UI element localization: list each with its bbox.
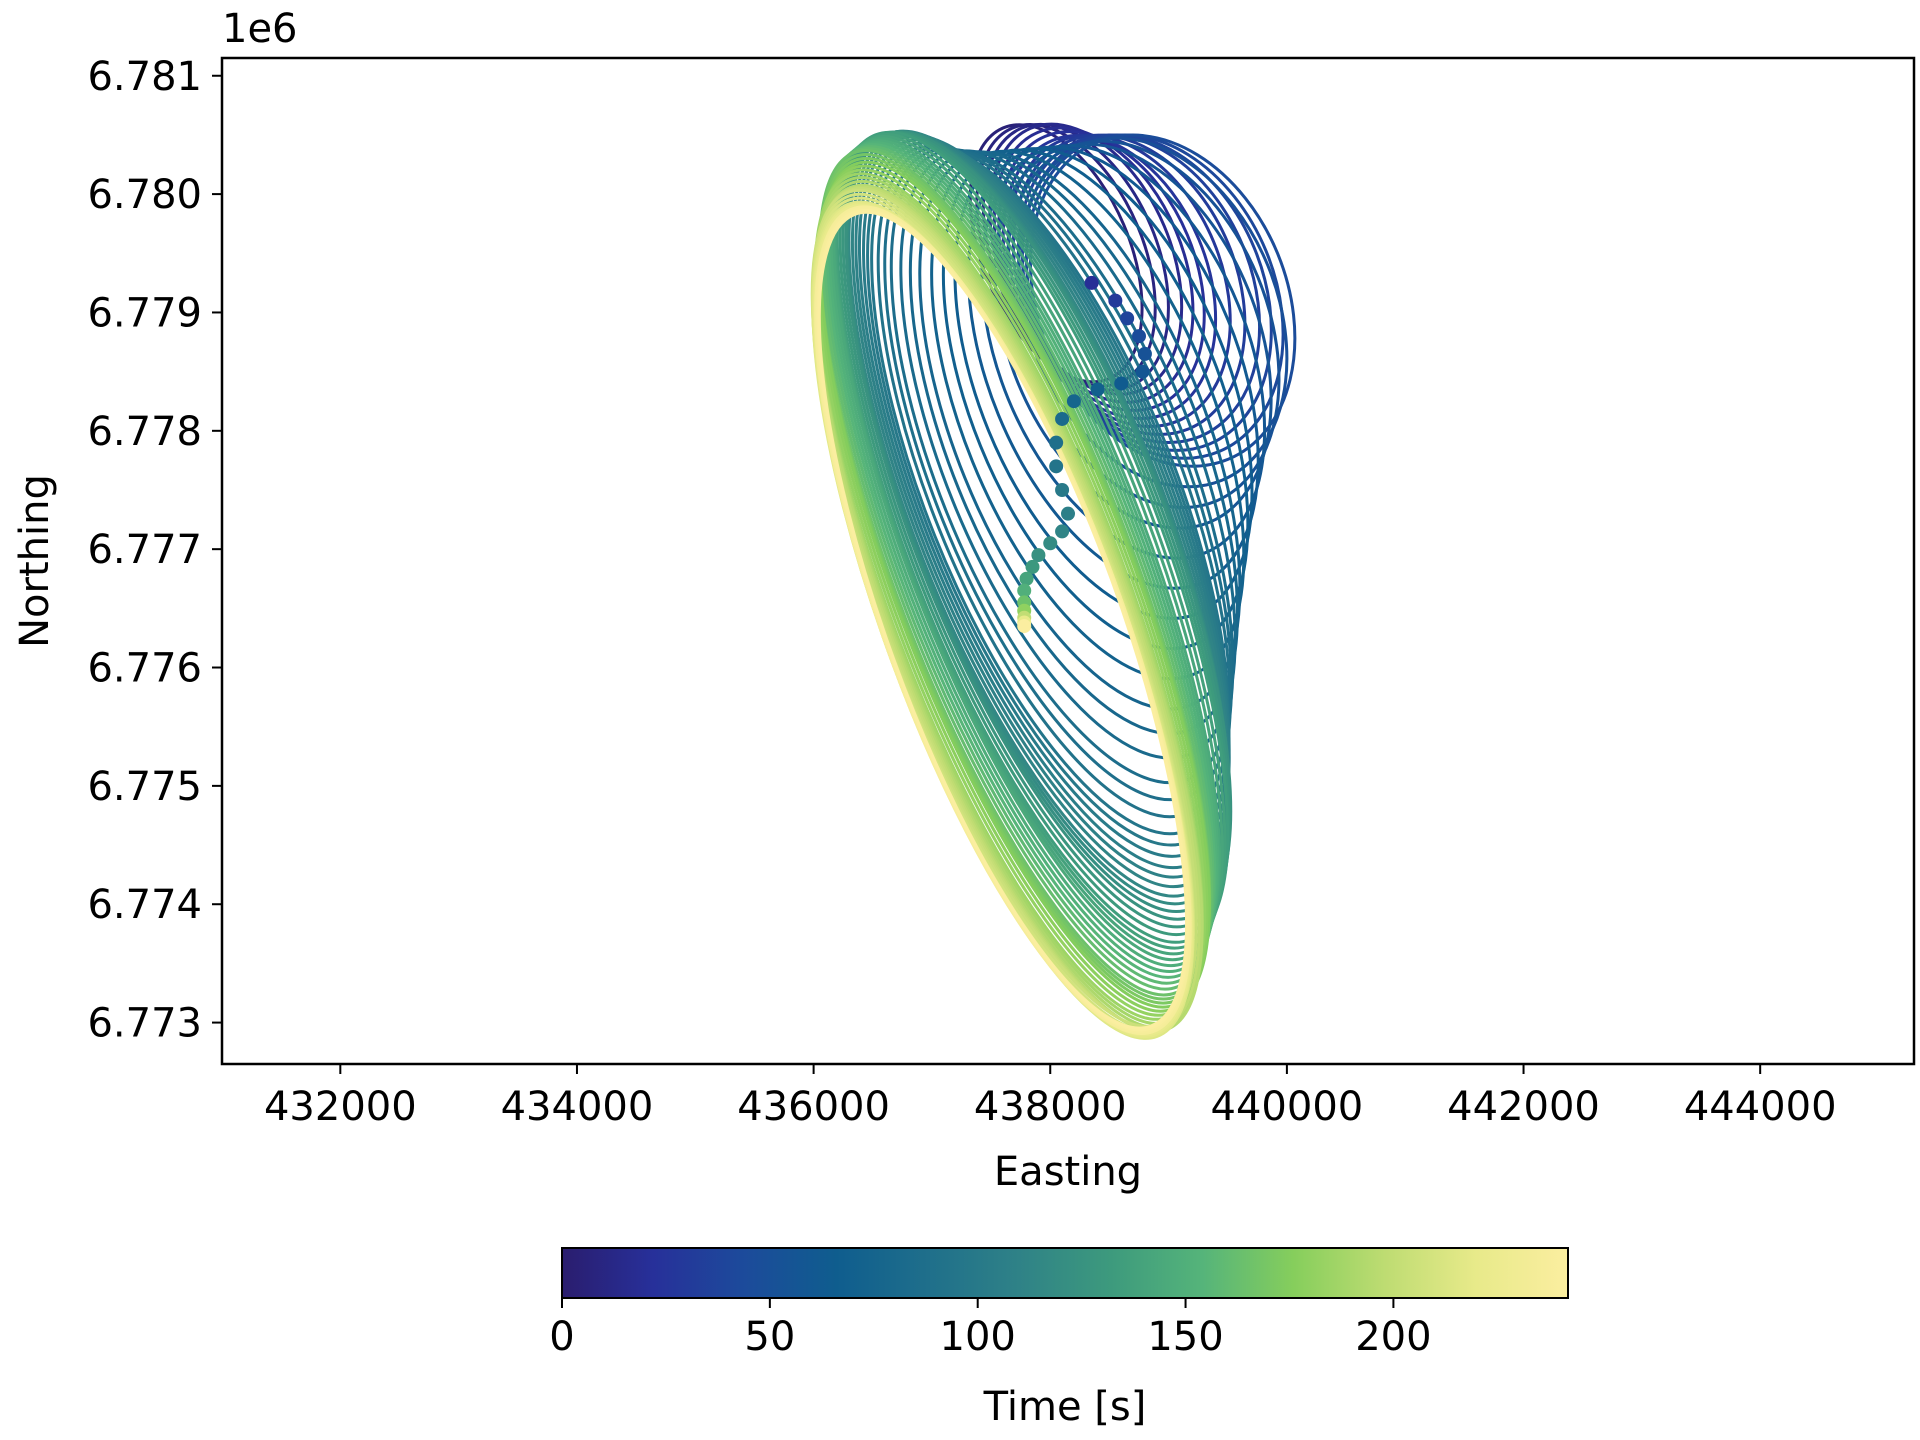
track-point (1061, 506, 1075, 521)
orbit-loop (980, 144, 1267, 560)
y-tick-label: 6.780 (87, 172, 202, 218)
x-tick-label: 432000 (264, 1084, 417, 1130)
x-tick-label: 436000 (737, 1084, 890, 1130)
x-tick-label: 440000 (1211, 1084, 1364, 1130)
track-point (1135, 364, 1150, 379)
colorbar: 0 50 100 150 200 Time [s] (549, 1247, 1569, 1430)
y-tick-label: 6.773 (87, 1001, 202, 1047)
orbit-loop (993, 142, 1273, 530)
colorbar-bar (561, 1247, 1569, 1299)
y-tick-label: 6.777 (87, 527, 202, 573)
track-point (1043, 536, 1058, 551)
track-point (1049, 435, 1064, 450)
series-layer (810, 122, 1297, 1040)
track-point (1114, 376, 1129, 391)
y-tick-label: 6.774 (87, 882, 202, 928)
track-point (1055, 411, 1070, 426)
plot-area (220, 56, 1916, 1066)
y-tick-label: 6.775 (87, 764, 202, 810)
track-point (1090, 382, 1105, 397)
x-axis-label: Easting (994, 1149, 1142, 1195)
track-point (1017, 619, 1032, 634)
track-point (1055, 524, 1070, 539)
track-point (1108, 293, 1123, 308)
y-axis: 6.773 6.774 6.775 6.776 6.777 6.778 6.779 6.780… (87, 54, 222, 1047)
y-tick-label: 6.776 (87, 646, 202, 692)
axes-frame (220, 56, 1916, 1066)
y-tick-label: 6.781 (87, 54, 202, 100)
colorbar-tick-label: 100 (940, 1314, 1016, 1360)
track-point (1025, 559, 1040, 574)
track-point (1055, 482, 1070, 497)
x-axis: 432000 434000 436000 438000 440000 442000 4440… (264, 1064, 1837, 1130)
track-point (1120, 311, 1135, 326)
x-tick-label: 438000 (974, 1084, 1127, 1130)
track-point (1066, 394, 1081, 409)
colorbar-tick-label: 0 (549, 1314, 574, 1360)
track-point (1017, 583, 1032, 598)
track-point (1137, 346, 1152, 361)
track-point (1031, 548, 1046, 563)
colorbar-tick-label: 200 (1355, 1314, 1431, 1360)
orbit-loop (817, 210, 1189, 1030)
y-tick-label: 6.779 (87, 290, 202, 336)
y-axis-label: Northing (12, 474, 58, 648)
colorbar-label: Time [s] (983, 1384, 1147, 1430)
y-tick-label: 6.778 (87, 409, 202, 455)
colorbar-tick-label: 50 (744, 1314, 795, 1360)
track-point (1049, 459, 1064, 474)
track-point (1084, 275, 1099, 290)
colorbar-tick-label: 150 (1147, 1314, 1223, 1360)
colorbar-ticks: 0 50 100 150 200 (549, 1298, 1432, 1360)
x-tick-label: 442000 (1447, 1084, 1600, 1130)
x-tick-label: 444000 (1684, 1084, 1837, 1130)
track-point (1019, 571, 1034, 586)
x-tick-label: 434000 (501, 1084, 654, 1130)
track-point (1131, 329, 1146, 344)
y-offset-label: 1e6 (222, 6, 298, 52)
